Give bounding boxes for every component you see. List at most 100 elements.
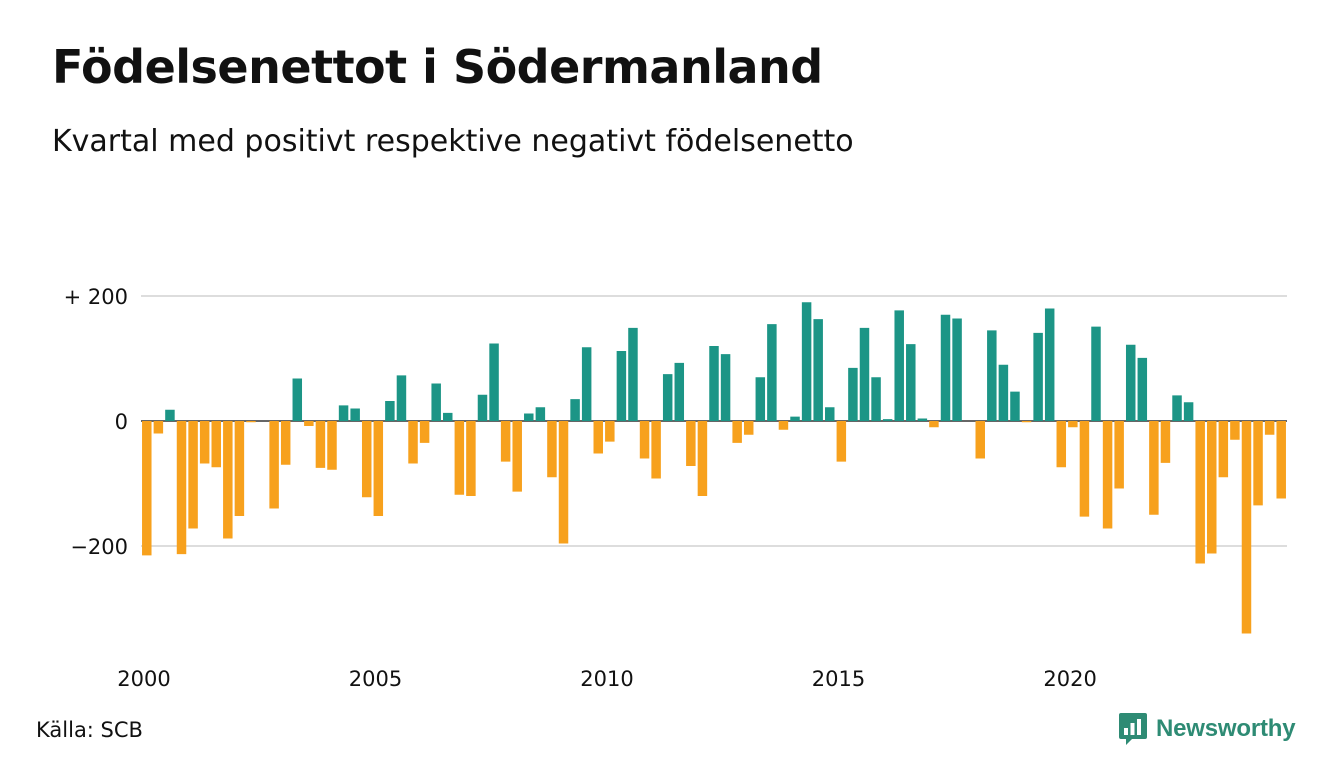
bar-negative <box>153 421 164 434</box>
bar-negative <box>547 421 557 478</box>
bar-negative <box>1102 421 1113 529</box>
bar-positive <box>674 362 685 422</box>
bar-negative <box>419 421 430 443</box>
y-tick-label: −200 <box>70 535 128 559</box>
bar-positive <box>906 344 916 422</box>
bar-positive <box>489 343 499 421</box>
x-tick-label: 2000 <box>117 667 170 691</box>
bar-positive <box>662 374 673 422</box>
bar-positive <box>1183 402 1194 421</box>
bar-positive <box>385 401 395 421</box>
bar-negative <box>327 421 337 470</box>
bar-positive <box>848 367 858 422</box>
bar-positive <box>720 354 731 422</box>
bar-negative <box>651 421 661 479</box>
bar-negative <box>1230 421 1240 440</box>
bar-positive <box>1172 395 1182 422</box>
bar-negative <box>234 421 245 516</box>
bar-positive <box>859 327 870 422</box>
bar-negative <box>1114 421 1124 489</box>
bar-negative <box>373 421 384 516</box>
bar-negative <box>304 421 314 426</box>
bar-negative <box>1207 421 1217 554</box>
bar-negative <box>223 421 233 539</box>
bar-positive <box>813 319 823 422</box>
bar-negative <box>686 421 696 466</box>
bar-positive <box>755 377 766 421</box>
bar-negative <box>697 421 708 496</box>
bar-negative <box>743 421 754 435</box>
bar-positive <box>767 324 777 422</box>
bar-positive <box>801 302 812 421</box>
brand-name: Newsworthy <box>1156 715 1296 742</box>
bar-positive <box>350 408 360 421</box>
bar-positive <box>1125 344 1136 421</box>
x-tick-label: 2020 <box>1043 667 1096 691</box>
bar-positive <box>987 330 997 422</box>
bar-positive <box>535 407 546 421</box>
bar-positive <box>917 418 928 421</box>
bar-negative <box>605 421 615 442</box>
bar-positive <box>338 405 349 422</box>
bar-negative <box>558 421 569 544</box>
chart-title: Födelsenettot i Södermanland <box>52 40 823 94</box>
bar-negative <box>246 421 256 423</box>
bar-negative <box>269 421 279 509</box>
bar-positive <box>871 377 881 421</box>
bar-negative <box>466 421 476 496</box>
bar-positive <box>477 394 488 421</box>
bar-positive <box>709 346 719 421</box>
x-tick-label: 2005 <box>349 667 402 691</box>
bar-positive <box>570 399 580 422</box>
bar-negative <box>408 421 418 464</box>
bar-chart: + 200 0 −200 2000 2005 2010 2015 2020 <box>64 285 1287 691</box>
y-tick-label: + 200 <box>64 285 128 309</box>
y-axis-labels: + 200 0 −200 <box>64 285 128 559</box>
bar-negative <box>176 421 187 555</box>
bar-positive <box>396 375 407 422</box>
bar-negative <box>1079 421 1090 517</box>
bar-positive <box>952 318 962 421</box>
bar-positive <box>581 347 592 421</box>
bar-negative <box>199 421 210 464</box>
bar-negative <box>188 421 198 529</box>
source-note: Källa: SCB <box>36 718 143 742</box>
x-tick-label: 2015 <box>812 667 865 691</box>
bar-negative <box>315 421 326 468</box>
bar-negative <box>454 421 465 495</box>
bar-negative <box>1218 421 1229 478</box>
bar-positive <box>1010 391 1020 422</box>
bar-negative <box>1264 421 1275 435</box>
bar-positive <box>443 412 453 422</box>
bar-negative <box>639 421 650 459</box>
bar-negative <box>1149 421 1159 515</box>
bar-positive <box>882 419 893 422</box>
bar-negative <box>975 421 985 459</box>
bar-negative <box>732 421 742 443</box>
chart-subtitle: Kvartal med positivt respektive negativt… <box>52 124 854 159</box>
bar-positive <box>1091 326 1101 422</box>
bar-positive <box>292 378 303 421</box>
bar-negative <box>512 421 522 492</box>
bar-negative <box>778 421 789 430</box>
bar-negative <box>361 421 372 498</box>
bar-positive <box>628 327 638 422</box>
bar-negative <box>1068 421 1078 428</box>
bar-positive <box>1137 357 1148 422</box>
y-tick-label: 0 <box>115 410 128 434</box>
bar-positive <box>1033 332 1043 422</box>
bar-negative <box>1276 421 1286 499</box>
bar-positive <box>998 364 1009 421</box>
bar-negative <box>1056 421 1067 468</box>
bar-negative <box>929 421 939 428</box>
bar-negative <box>142 421 152 556</box>
bar-positive <box>940 314 951 421</box>
bar-negative <box>1195 421 1205 564</box>
bar-negative <box>1160 421 1171 463</box>
bar-negative <box>211 421 221 468</box>
bar-positive <box>165 409 175 421</box>
bar-negative <box>280 421 291 465</box>
bar-negative <box>1241 421 1252 634</box>
bar-negative <box>1021 421 1032 423</box>
bar-positive <box>431 383 441 421</box>
